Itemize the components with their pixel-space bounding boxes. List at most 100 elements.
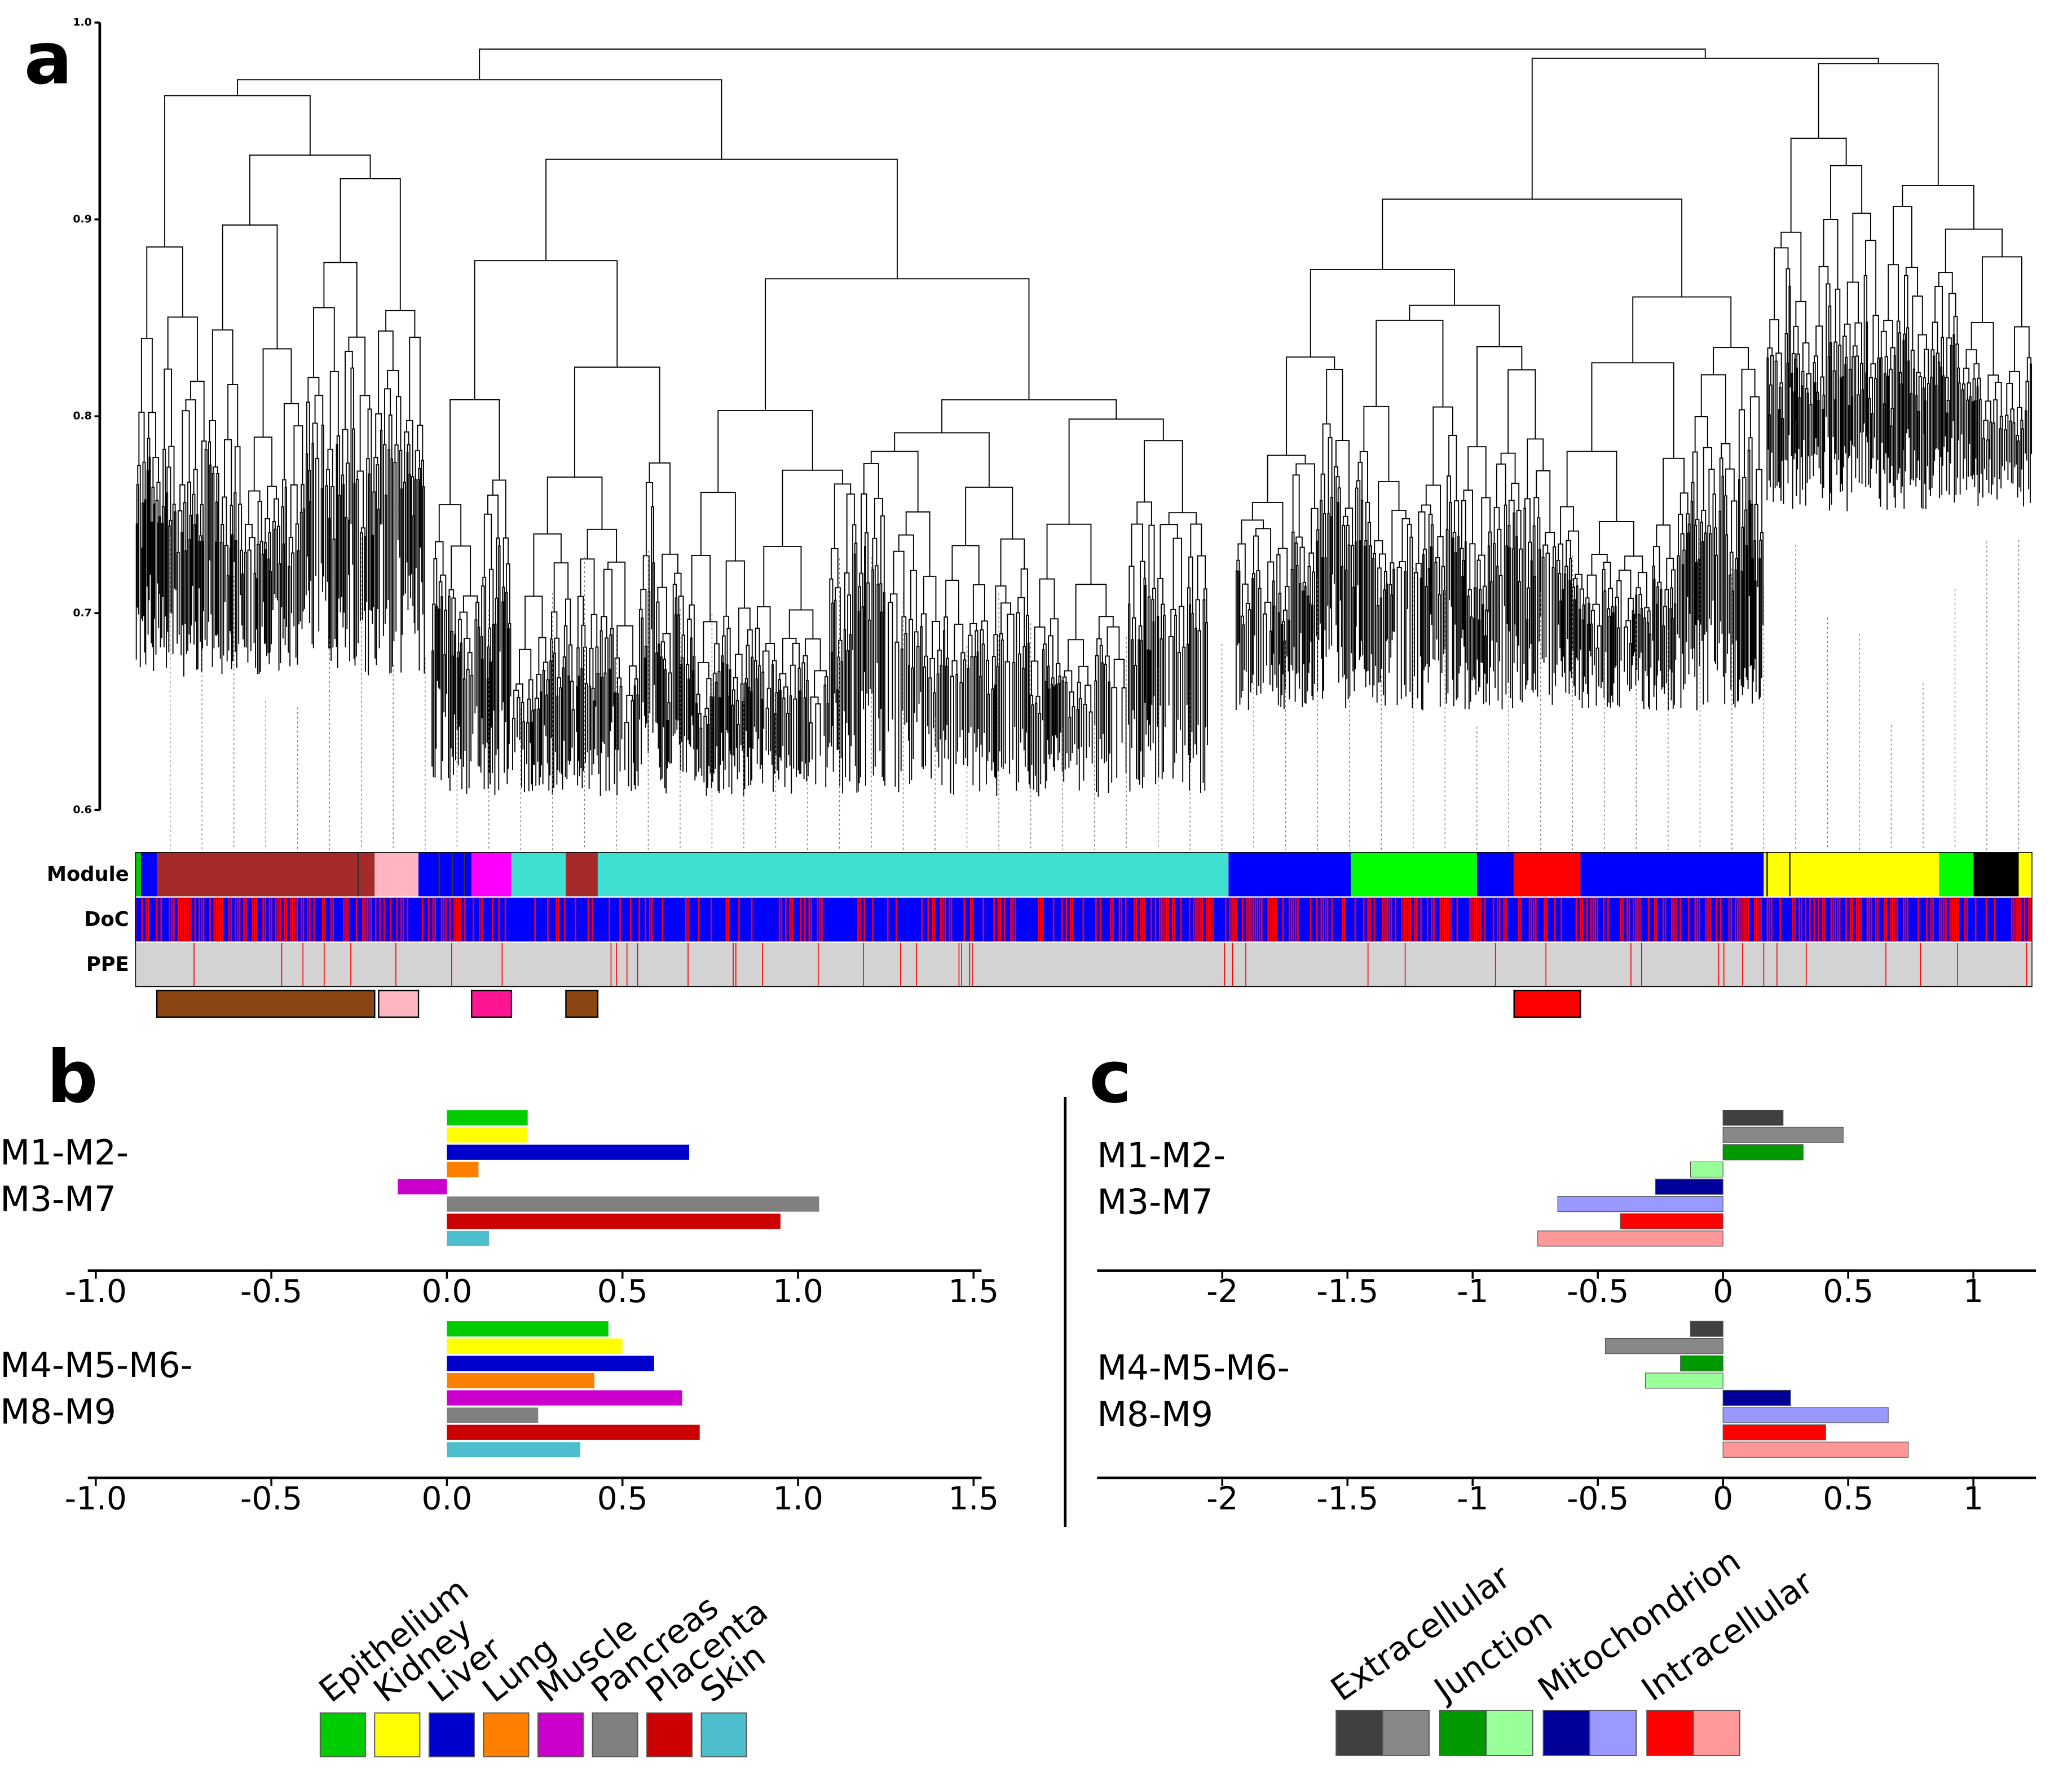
legend-swatch <box>1382 1709 1430 1756</box>
bar <box>398 1179 447 1195</box>
legend-swatch <box>1439 1709 1487 1756</box>
x-tick-label: -0.5 <box>240 1273 302 1310</box>
x-tick-label: 0.5 <box>1823 1480 1873 1517</box>
x-tick-label: -1.0 <box>65 1273 127 1310</box>
y-tick-label: 0.7 <box>73 607 91 619</box>
module-strip <box>464 852 465 897</box>
legend-swatch <box>1335 1709 1383 1756</box>
x-tick-label: -1.5 <box>1316 1480 1378 1517</box>
bar <box>1645 1373 1723 1389</box>
bar <box>1690 1161 1723 1178</box>
module-strip <box>451 852 453 897</box>
ppe-row <box>135 942 2033 987</box>
y-tick-label: 0.9 <box>73 214 91 226</box>
group-label: M1-M2- <box>1097 1136 1225 1176</box>
x-tick-label: 0 <box>1713 1480 1733 1517</box>
bar <box>1604 1338 1723 1355</box>
x-tick-label: -1.0 <box>65 1480 127 1517</box>
legend-swatch <box>1542 1709 1590 1756</box>
bar <box>1722 1144 1804 1161</box>
ppe-stripes <box>193 942 2027 987</box>
legend-swatch <box>537 1712 584 1758</box>
module-segment <box>1764 852 1806 897</box>
y-tick-label: 0.6 <box>73 804 91 816</box>
panel-label: c <box>1089 1035 1131 1119</box>
module-box <box>471 990 513 1018</box>
module-segment <box>1973 852 2019 897</box>
bar <box>447 1373 594 1388</box>
leaf-guides <box>170 537 2020 850</box>
x-tick-label: 1.0 <box>773 1273 823 1310</box>
x-tick-label: -1.5 <box>1316 1273 1378 1310</box>
legend-swatch <box>428 1712 475 1758</box>
module-segment <box>135 852 141 897</box>
x-tick-label: -2 <box>1206 1480 1238 1517</box>
x-tick-label: 1.0 <box>773 1480 823 1517</box>
legend-swatch <box>483 1712 530 1758</box>
x-tick-label: 1 <box>1963 1273 1983 1310</box>
legend-swatch <box>1692 1709 1740 1756</box>
module-segment <box>1939 852 1974 897</box>
module-segment <box>1580 852 1764 897</box>
rows-frame <box>135 852 2033 987</box>
bar <box>447 1127 528 1143</box>
x-tick-label: 0.5 <box>1823 1273 1873 1310</box>
x-tick-label: 0.5 <box>597 1480 648 1517</box>
module-segment <box>471 852 512 897</box>
legend-swatch <box>319 1712 366 1758</box>
legend-swatch <box>646 1712 693 1758</box>
dendrogram <box>135 48 2033 797</box>
x-tick-label: -2 <box>1206 1273 1238 1310</box>
module-box <box>565 990 599 1018</box>
module-segment <box>418 852 472 897</box>
legend-swatch <box>1485 1709 1533 1756</box>
module-segment <box>1806 852 1939 897</box>
group-label: M3-M7 <box>0 1180 116 1220</box>
bar <box>1722 1441 1909 1458</box>
x-tick-label: 0.5 <box>597 1273 648 1310</box>
x-tick-label: 0.0 <box>422 1480 473 1517</box>
bar <box>447 1390 682 1406</box>
legend-swatch <box>1646 1709 1694 1756</box>
x-tick-label: -1 <box>1457 1273 1488 1310</box>
legend-label: Extracellular <box>1324 1557 1518 1709</box>
module-segment <box>511 852 566 897</box>
legend-swatch <box>592 1712 638 1758</box>
group-label: M3-M7 <box>1097 1182 1213 1222</box>
group-label: M4-M5-M6- <box>0 1345 193 1386</box>
x-tick-label: -0.5 <box>1567 1480 1629 1517</box>
module-box <box>156 990 376 1018</box>
bar <box>1722 1389 1791 1406</box>
panel-label: a <box>24 17 73 100</box>
module-segment <box>157 852 375 897</box>
module-segment <box>1228 852 1351 897</box>
group-label: M8-M9 <box>1097 1395 1213 1435</box>
bar <box>447 1162 479 1177</box>
bar <box>1722 1127 1844 1143</box>
bar <box>1537 1230 1723 1247</box>
module-strip <box>1766 852 1768 897</box>
bar <box>447 1356 654 1371</box>
x-tick-label: 0.0 <box>422 1273 473 1310</box>
legend-swatch <box>1589 1709 1637 1756</box>
x-tick-label: 1.5 <box>948 1480 999 1517</box>
module-segment <box>566 852 598 897</box>
y-tick-label: 0.8 <box>73 411 91 422</box>
row-label: Module <box>47 863 129 886</box>
bar <box>447 1321 609 1337</box>
bar <box>447 1110 528 1126</box>
bar <box>1690 1321 1723 1337</box>
bar <box>447 1230 490 1246</box>
module-strip <box>357 852 359 897</box>
legend-swatch <box>374 1712 421 1758</box>
bar <box>447 1214 781 1229</box>
bar <box>447 1442 581 1458</box>
module-segment <box>1351 852 1477 897</box>
module-box <box>1513 990 1581 1018</box>
module-segment <box>1514 852 1581 897</box>
bar <box>1655 1179 1723 1195</box>
module-segment <box>1476 852 1514 897</box>
x-tick-label: -0.5 <box>1567 1273 1629 1310</box>
